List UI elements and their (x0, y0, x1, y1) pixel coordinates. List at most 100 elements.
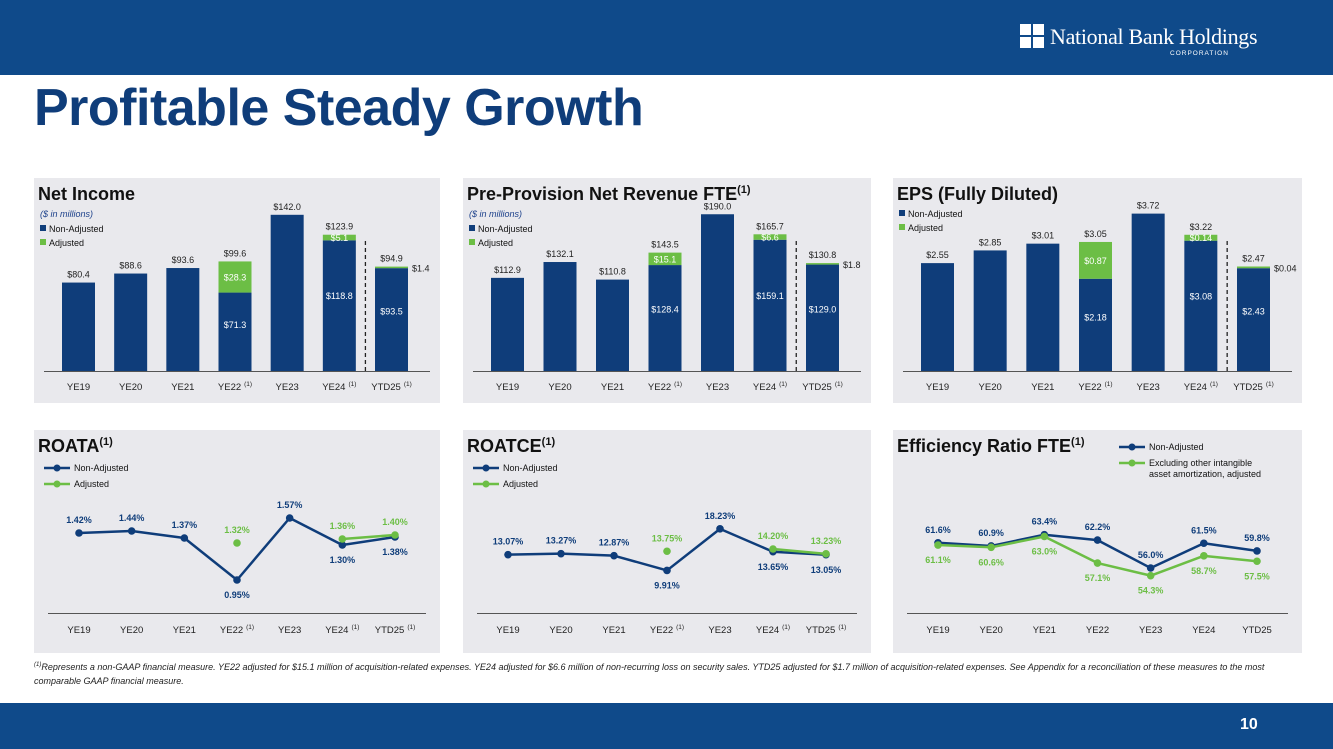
net-income-bar-base (166, 268, 200, 371)
header-band (0, 0, 1333, 75)
eps-bar-adjusted (1237, 266, 1270, 269)
efficiency-series-line (990, 535, 1045, 549)
eps-bar-adjusted (1184, 234, 1218, 241)
efficiency-xtick: YE23 (1139, 625, 1162, 636)
net-income-bar-base (322, 240, 356, 371)
pprn-bar-base (753, 239, 787, 371)
net-income-bar-adjusted (322, 234, 356, 241)
pprn-bar-base (648, 265, 682, 371)
eps-bar-base (973, 250, 1007, 371)
net-income-total-label: $123.9 (326, 222, 354, 232)
net-income-adj-label: $28.3 (224, 273, 247, 283)
roata-xtick: YE23 (278, 625, 301, 636)
net-income-xtick: YE21 (171, 382, 194, 393)
pprn-chart: Pre-Provision Net Revenue FTE(1) ($ in mi… (467, 184, 861, 393)
efficiency-xtick: YTD25 (1242, 625, 1272, 636)
pprn-total-label: $143.5 (651, 240, 679, 250)
net-income-bar-base (114, 273, 148, 371)
net-income-total-label: $80.4 (67, 270, 90, 280)
roata-point-label: 1.57% (277, 500, 303, 510)
company-logo: National Bank Holdings CORPORATION (1020, 24, 1300, 64)
net-income-total-label: $88.6 (119, 261, 142, 271)
roata-series-line (342, 533, 396, 541)
roata-title: ROATA(1) (38, 436, 113, 456)
efficiency-point-label: 60.6% (978, 557, 1004, 567)
roatce-legend-marker (482, 480, 490, 488)
roatce-xtick: YE19 (496, 625, 519, 636)
roatce-series-line (772, 547, 827, 556)
net-income-bar-adjusted (218, 261, 252, 293)
net-income-bar-base (270, 214, 304, 371)
roatce-point-label: 9.91% (654, 580, 680, 590)
roata-point (233, 539, 241, 547)
roata-point-label: 1.44% (119, 513, 145, 523)
roatce-point (557, 549, 565, 558)
roata-xtick: YE24 (1) (325, 624, 359, 636)
net-income-xtick: YE19 (67, 382, 90, 393)
page-title: Profitable Steady Growth (34, 79, 644, 137)
pprn-bar-base (491, 277, 524, 371)
net-income-bar-adjusted (375, 266, 408, 269)
roatce-legend-marker (482, 464, 490, 472)
roatce-title: ROATCE(1) (467, 436, 555, 456)
eps-panel: EPS (Fully Diluted) Non-Adjusted Adjusted $… (893, 178, 1302, 403)
eps-bar-base (1131, 213, 1165, 371)
roatce-chart: ROATCE(1) Non-Adjusted Adjusted 13.07% 13.27… (467, 436, 857, 636)
eps-adj-label: $0.87 (1084, 256, 1107, 266)
eps-total-label: $2.55 (926, 250, 949, 260)
efficiency-point (1146, 571, 1155, 580)
efficiency-point-label: 56.0% (1138, 550, 1164, 560)
efficiency-point (934, 541, 942, 549)
roata-point-label: 1.42% (66, 515, 92, 525)
efficiency-series-line (1203, 554, 1258, 563)
roatce-series-line (719, 527, 774, 553)
pprn-bar-base (543, 262, 577, 371)
roata-point (338, 541, 347, 549)
footnote-marker: (1) (34, 662, 42, 668)
roata-point (233, 576, 241, 584)
roata-point (285, 514, 294, 522)
efficiency-xtick: YE24 (1192, 625, 1215, 636)
roatce-point (504, 550, 512, 559)
eps-adj-label: $0.14 (1190, 233, 1213, 243)
roata-legend-marker (53, 480, 61, 488)
roatce-point-label: 13.65% (758, 562, 789, 572)
pprn-bar-base (806, 264, 839, 371)
roata-xtick: YTD25 (1) (375, 624, 416, 636)
roatce-panel: ROATCE(1) Non-Adjusted Adjusted 13.07% 13.27… (463, 430, 871, 653)
efficiency-series-line (1044, 533, 1098, 542)
roatce-point (663, 547, 671, 556)
net-income-base-label: $71.3 (224, 320, 247, 330)
roatce-series-line (507, 552, 562, 556)
net-income-legend-label: Non-Adjusted (49, 224, 104, 234)
roata-series-line (183, 537, 238, 581)
logo-subtitle: CORPORATION (1170, 50, 1229, 57)
efficiency-point (1040, 532, 1049, 541)
efficiency-xtick: YE21 (1033, 625, 1056, 636)
net-income-adj-label: $1.4 (412, 264, 430, 274)
pprn-bar-adjusted (806, 263, 839, 265)
roata-xtick: YE19 (67, 625, 90, 636)
eps-bar-base (1184, 240, 1218, 371)
roatce-xtick: YE22 (1) (650, 624, 684, 636)
net-income-title: Net Income (38, 184, 135, 204)
pprn-adj-label: $15.1 (654, 254, 677, 264)
roatce-point (716, 525, 724, 533)
pprn-xtick: YTD25 (1) (802, 381, 843, 393)
pprn-bar-base (701, 214, 734, 371)
eps-total-label: $3.05 (1084, 229, 1107, 239)
roata-point-label: 1.30% (330, 555, 356, 565)
roata-legend-marker (53, 464, 61, 472)
net-income-bar-base (375, 268, 408, 371)
efficiency-panel: Efficiency Ratio FTE(1) Non-Adjusted Exclu… (893, 430, 1302, 653)
net-income-xtick: YE20 (119, 382, 142, 393)
efficiency-series-line (1097, 561, 1151, 577)
efficiency-point-label: 62.2% (1085, 522, 1111, 532)
pprn-adj-label: $6.6 (761, 233, 779, 243)
pprn-legend-label: Adjusted (478, 238, 513, 248)
efficiency-xtick: YE19 (926, 625, 949, 636)
roatce-series-line (613, 554, 668, 572)
efficiency-point (1093, 536, 1102, 544)
pprn-bar-adjusted (753, 234, 787, 240)
eps-base-label: $3.08 (1190, 291, 1213, 301)
